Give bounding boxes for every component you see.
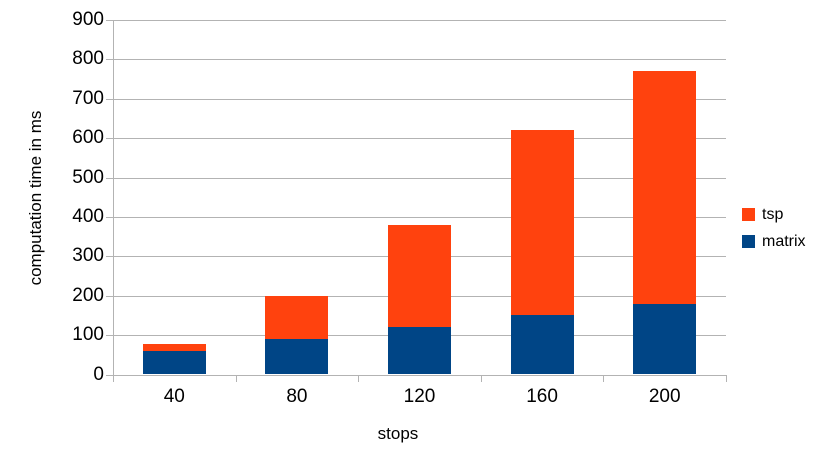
x-tick-3 [480, 374, 482, 382]
x-tick-1 [235, 374, 237, 382]
x-tick-label-120: 120 [403, 385, 436, 407]
y-tick-200 [106, 295, 113, 297]
legend-item-tsp: tsp [742, 206, 806, 223]
y-gridline-700 [113, 98, 726, 100]
y-tick-label-800: 800 [72, 48, 104, 70]
bar-segment-tsp-120 [388, 224, 451, 328]
y-tick-0 [106, 374, 113, 376]
x-axis-title: stops [377, 424, 419, 443]
y-tick-label-700: 700 [72, 87, 104, 109]
bar-segment-matrix-160 [510, 315, 574, 375]
y-tick-label-600: 600 [72, 127, 104, 149]
x-tick-label-80: 80 [286, 385, 308, 407]
bar-segment-matrix-200 [633, 303, 697, 375]
y-tick-label-900: 900 [72, 9, 104, 30]
legend-item-matrix: matrix [742, 233, 806, 250]
x-tick-label-40: 40 [163, 385, 185, 407]
bar-segment-tsp-40 [142, 343, 206, 351]
legend-label-tsp: tsp [762, 206, 784, 223]
bar-segment-tsp-200 [633, 71, 697, 304]
y-tick-label-0: 0 [93, 363, 104, 385]
x-tick-2 [358, 374, 360, 382]
y-axis-line [113, 20, 114, 375]
bar-segment-matrix-40 [142, 350, 206, 375]
y-tick-label-500: 500 [72, 166, 104, 188]
y-tick-100 [106, 335, 113, 337]
y-tick-400 [106, 216, 113, 218]
y-gridline-900 [113, 20, 726, 21]
y-tick-300 [106, 256, 113, 258]
y-tick-800 [106, 59, 113, 61]
legend-swatch-tsp [742, 208, 755, 221]
x-tick-label-200: 200 [648, 385, 681, 407]
y-tick-label-400: 400 [72, 205, 104, 227]
y-gridline-800 [113, 59, 726, 61]
y-tick-label-300: 300 [72, 245, 104, 267]
y-gridline-500 [113, 177, 726, 179]
bar-segment-tsp-80 [265, 295, 329, 340]
y-tick-900 [106, 20, 113, 21]
legend-swatch-matrix [742, 235, 755, 248]
y-tick-label-100: 100 [72, 324, 104, 346]
y-tick-500 [106, 177, 113, 179]
legend: tsp matrix [742, 206, 806, 260]
x-tick-5 [726, 374, 727, 382]
y-axis-title: computation time in ms [26, 110, 45, 286]
y-gridline-0 [113, 374, 726, 376]
legend-label-matrix: matrix [762, 233, 806, 250]
y-gridline-400 [113, 216, 726, 218]
bar-segment-matrix-80 [265, 339, 329, 375]
bar-segment-tsp-160 [510, 130, 574, 316]
x-tick-0 [113, 374, 114, 382]
x-tick-label-160: 160 [526, 385, 558, 407]
y-tick-700 [106, 98, 113, 100]
y-gridline-600 [113, 138, 726, 140]
bar-segment-matrix-120 [388, 327, 451, 375]
y-tick-600 [106, 138, 113, 140]
y-tick-label-200: 200 [72, 284, 104, 306]
x-tick-4 [603, 374, 605, 382]
